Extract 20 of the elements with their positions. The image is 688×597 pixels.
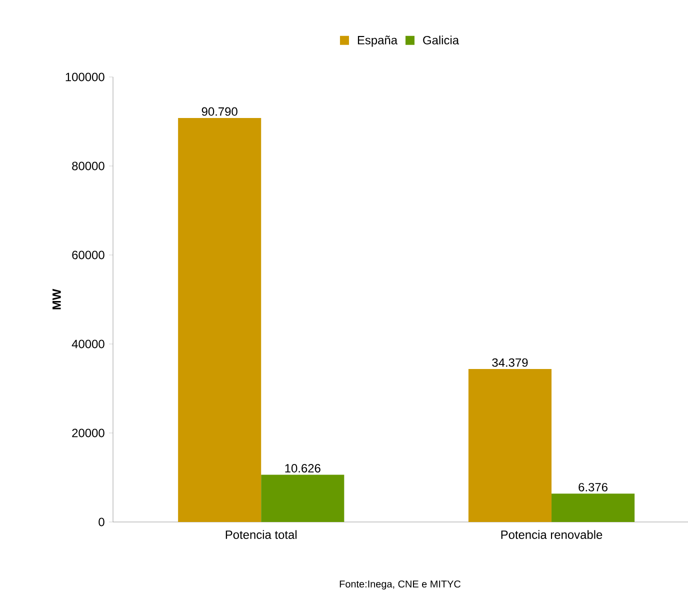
y-tick-label: 60000 (72, 250, 104, 260)
data-label: 6.376 (578, 482, 608, 492)
data-label: 34.379 (492, 358, 528, 367)
legend-label: España (358, 36, 398, 47)
x-tick-label: Potencia total (226, 530, 297, 539)
legend-label: Galicia (423, 36, 460, 44)
x-tick-label: Potencia renovable (501, 530, 602, 539)
y-tick-label: 100000 (66, 72, 104, 82)
y-axis-title: MW (52, 288, 61, 310)
data-label: 90.790 (202, 107, 238, 116)
bar (178, 118, 262, 522)
y-tick-label: 20000 (72, 428, 104, 438)
data-label: 10.626 (285, 464, 320, 472)
source-note: Fonte:Inega, CNE e MITYC (340, 580, 461, 590)
bar (468, 368, 552, 522)
y-tick-label: 40000 (72, 340, 104, 348)
bar (552, 494, 635, 522)
y-tick-label: 80000 (72, 162, 104, 170)
y-tick-label: 0 (98, 518, 104, 526)
bar (261, 474, 344, 522)
